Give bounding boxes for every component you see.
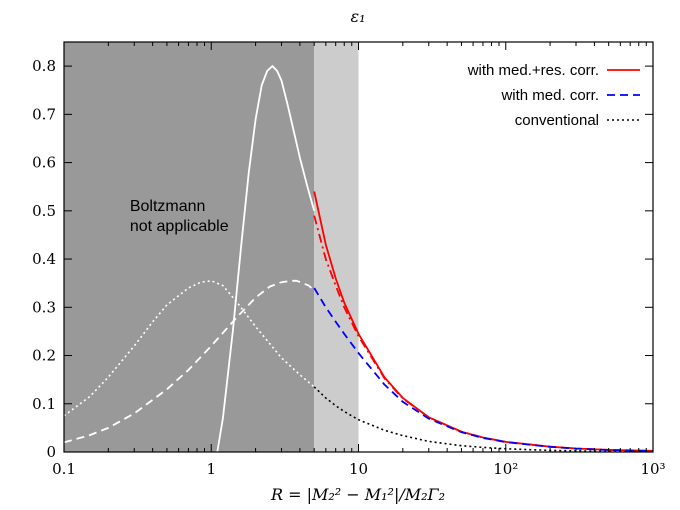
y-tick-label: 0.2 <box>32 347 56 365</box>
series-lines <box>63 64 654 453</box>
series-line-6 <box>63 279 315 417</box>
y-tick-label: 0.5 <box>32 202 56 220</box>
y-tick-label: 0.6 <box>32 154 56 172</box>
x-tick-label: 0.1 <box>52 460 76 478</box>
shaded-regions <box>64 42 359 452</box>
legend-label: with med. corr. <box>500 87 599 104</box>
y-tick-label: 0.3 <box>32 298 56 316</box>
series-line-2 <box>313 287 654 452</box>
y-tick-label: 0 <box>46 443 56 461</box>
x-axis: 0.1 1 10 10² 10³ <box>52 42 666 478</box>
x-tick-label: 10 <box>349 460 368 478</box>
series-line-4 <box>216 64 316 453</box>
y-tick-label: 0.8 <box>32 57 56 75</box>
y-tick-label: 0.1 <box>32 395 56 413</box>
chart-title: ε₁ <box>351 7 366 26</box>
series-line-0 <box>313 191 654 452</box>
y-tick-label: 0.4 <box>32 250 56 268</box>
shaded-region-0 <box>64 42 315 452</box>
legend: with med.+res. corr. with med. corr. conve… <box>467 62 640 129</box>
series-line-3 <box>313 386 654 453</box>
x-tick-label: 10² <box>493 460 518 478</box>
x-axis-label: R = |M₂² − M₁²|/M₂Γ₂ <box>270 485 445 504</box>
series-line-1 <box>313 215 654 452</box>
region-label: Boltzmann not applicable <box>130 198 229 235</box>
shaded-region-1 <box>314 42 359 452</box>
legend-label: conventional <box>515 112 599 129</box>
x-tick-label: 10³ <box>640 460 665 478</box>
y-tick-label: 0.7 <box>32 105 56 123</box>
x-tick-label: 1 <box>206 460 216 478</box>
y-axis: 0 0.1 0.2 0.3 0.4 0.5 0.6 0.7 0.8 <box>32 57 653 461</box>
series-line-5 <box>63 279 315 444</box>
legend-label: with med.+res. corr. <box>467 62 599 79</box>
